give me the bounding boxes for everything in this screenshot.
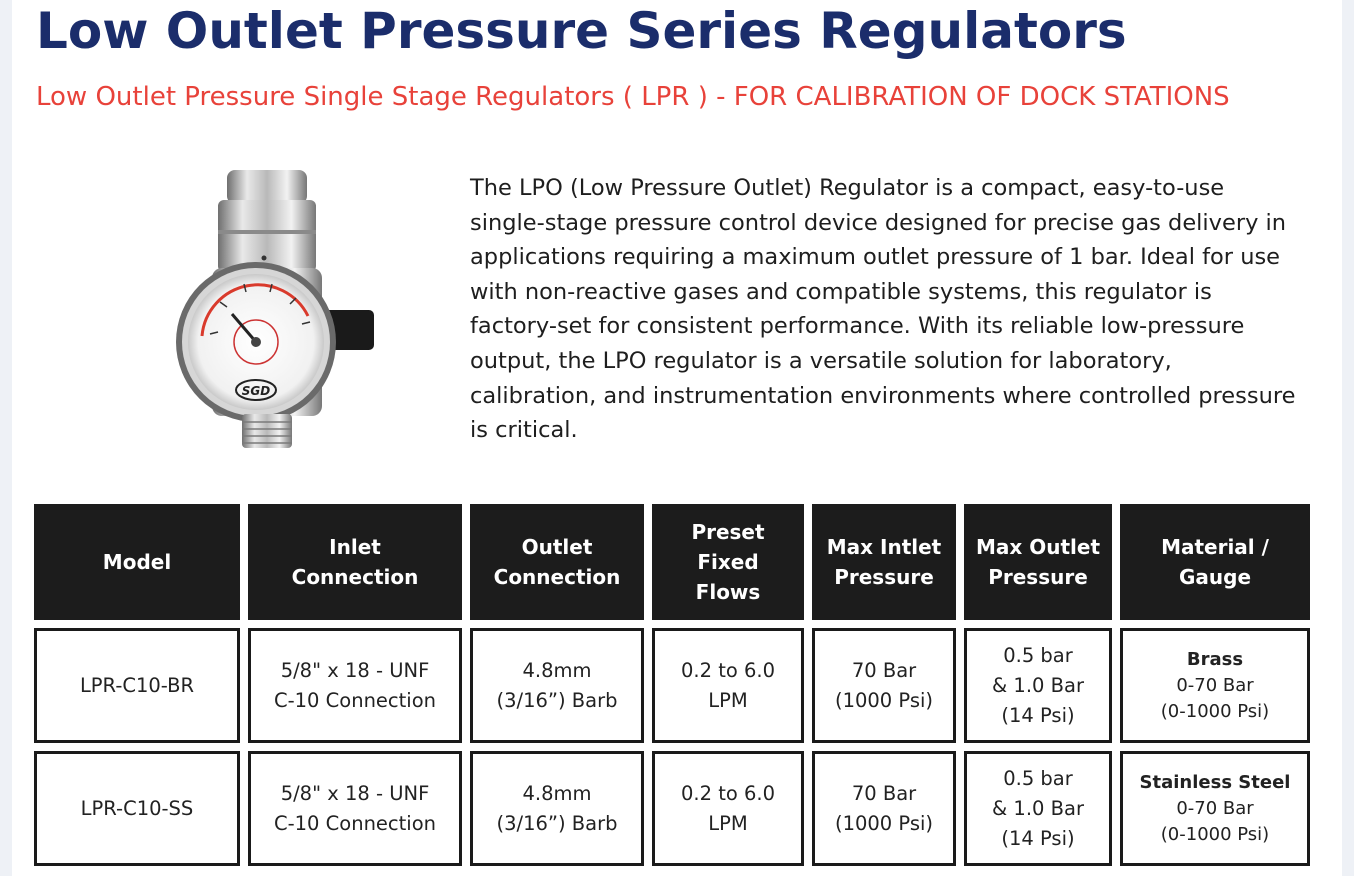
cell-model: LPR-C10-BR [34,628,240,743]
cell-max-outlet-pressure: 0.5 bar & 1.0 Bar (14 Psi) [964,628,1112,743]
cell-inlet-connection: 5/8" x 18 - UNF C-10 Connection [248,628,462,743]
column-header-material-gauge: Material / Gauge [1120,504,1310,620]
column-header-outlet-connection: Outlet Connection [470,504,644,620]
cell-max-outlet-pressure: 0.5 bar & 1.0 Bar (14 Psi) [964,751,1112,866]
page-title: Low Outlet Pressure Series Regulators [36,2,1127,60]
cell-preset-flows: 0.2 to 6.0 LPM [652,751,804,866]
cell-material-gauge: Brass 0-70 Bar (0-1000 Psi) [1120,628,1310,743]
cell-model: LPR-C10-SS [34,751,240,866]
column-header-preset-fixed-flows: Preset Fixed Flows [652,504,804,620]
cell-max-inlet-pressure: 70 Bar (1000 Psi) [812,751,956,866]
column-header-max-outlet-pressure: Max Outlet Pressure [964,504,1112,620]
cell-max-inlet-pressure: 70 Bar (1000 Psi) [812,628,956,743]
pressure-regulator-icon: SGD [172,166,382,454]
table-row: LPR-C10-SS 5/8" x 18 - UNF C-10 Connecti… [34,751,1310,866]
table-header-row: Model Inlet Connection Outlet Connection… [34,504,1310,620]
cell-material-gauge: Stainless Steel 0-70 Bar (0-1000 Psi) [1120,751,1310,866]
specs-table: Model Inlet Connection Outlet Connection… [26,496,1318,874]
column-header-max-inlet-pressure: Max Intlet Pressure [812,504,956,620]
cell-preset-flows: 0.2 to 6.0 LPM [652,628,804,743]
cell-outlet-connection: 4.8mm (3/16”) Barb [470,628,644,743]
column-header-model: Model [34,504,240,620]
page-subtitle: Low Outlet Pressure Single Stage Regulat… [36,82,1230,112]
table-row: LPR-C10-BR 5/8" x 18 - UNF C-10 Connecti… [34,628,1310,743]
gauge-logo: SGD [242,384,270,398]
cell-inlet-connection: 5/8" x 18 - UNF C-10 Connection [248,751,462,866]
cell-outlet-connection: 4.8mm (3/16”) Barb [470,751,644,866]
column-header-inlet-connection: Inlet Connection [248,504,462,620]
product-description: The LPO (Low Pressure Outlet) Regulator … [470,175,1296,444]
